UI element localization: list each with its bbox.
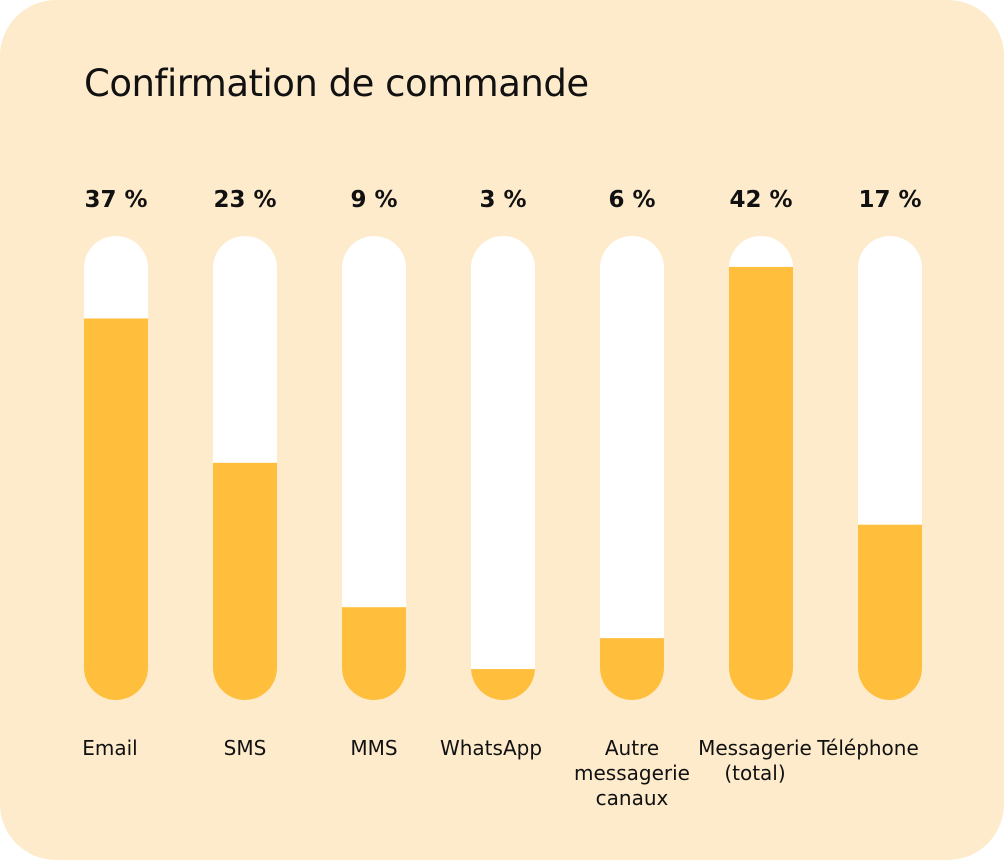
category-label: messagerie (574, 761, 690, 785)
bar (84, 318, 148, 700)
category-label: Email (82, 736, 138, 760)
category-label: Téléphone (816, 736, 919, 760)
category-label: WhatsApp (440, 736, 542, 760)
bar (471, 669, 535, 700)
bar (213, 462, 277, 700)
bar-track (600, 236, 664, 700)
category-label: Messagerie (698, 736, 812, 760)
category-label: Autre (605, 736, 659, 760)
bar-track (471, 236, 535, 700)
bar (858, 524, 922, 700)
category-label: MMS (350, 736, 397, 760)
bar-value-label: 6 % (608, 187, 655, 213)
bar-track (342, 236, 406, 700)
bar (342, 607, 406, 700)
bar-value-label: 23 % (213, 187, 276, 213)
category-label: canaux (596, 786, 669, 810)
bar-value-label: 37 % (84, 187, 147, 213)
bar (600, 638, 664, 700)
bar-value-label: 17 % (858, 187, 921, 213)
bar (729, 266, 793, 700)
category-label: (total) (724, 761, 785, 785)
bar-value-label: 3 % (479, 187, 526, 213)
chart-title: Confirmation de commande (84, 62, 589, 105)
bar-value-label: 9 % (350, 187, 397, 213)
category-label: SMS (224, 736, 267, 760)
bar-value-label: 42 % (729, 187, 792, 213)
